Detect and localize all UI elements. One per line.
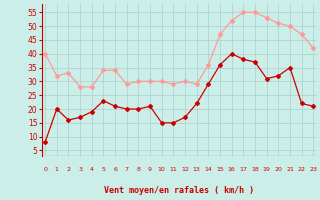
X-axis label: Vent moyen/en rafales ( km/h ): Vent moyen/en rafales ( km/h ) [104, 186, 254, 195]
